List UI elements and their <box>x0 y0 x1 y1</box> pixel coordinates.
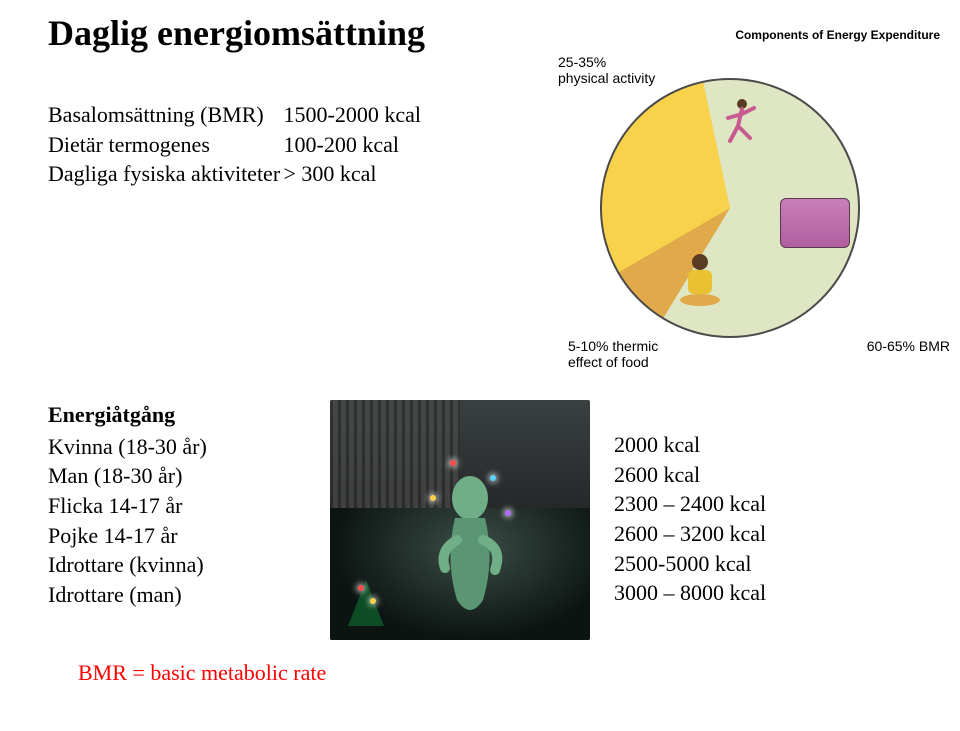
energy-section: Energiåtgång Kvinna (18-30 år) Man (18-3… <box>48 400 268 610</box>
energy-value: 2600 – 3200 kcal <box>614 519 766 549</box>
sparkle-icon <box>430 495 436 501</box>
seated-figure-icon <box>425 470 515 620</box>
pie-label-bmr: 60-65% BMR <box>867 338 950 354</box>
bmr-value: 100-200 kcal <box>284 130 454 160</box>
pie-label-thermic: 5-10% thermiceffect of food <box>568 338 658 370</box>
energy-label: Man (18-30 år) <box>48 461 268 491</box>
bmr-label: Basalomsättning (BMR) <box>48 100 278 130</box>
sparkle-icon <box>490 475 496 481</box>
energy-label: Idrottare (man) <box>48 580 268 610</box>
bmr-label: Dagliga fysiska aktiviteter <box>48 159 278 189</box>
energy-value: 3000 – 8000 kcal <box>614 578 766 608</box>
runner-icon <box>720 96 760 156</box>
energy-row: Flicka 14-17 år <box>48 491 268 521</box>
sofa-icon <box>780 198 850 248</box>
sparkle-icon <box>505 510 511 516</box>
energy-label: Flicka 14-17 år <box>48 491 268 521</box>
energy-label: Idrottare (kvinna) <box>48 550 268 580</box>
energy-row: Idrottare (kvinna) <box>48 550 268 580</box>
sparkle-icon <box>450 460 456 466</box>
energy-row: Man (18-30 år) <box>48 461 268 491</box>
bmr-value: 1500-2000 kcal <box>284 100 454 130</box>
bmr-row: Basalomsättning (BMR) 1500-2000 kcal <box>48 100 454 130</box>
energy-row: Kvinna (18-30 år) <box>48 432 268 462</box>
bmr-table: Basalomsättning (BMR) 1500-2000 kcal Die… <box>48 100 454 189</box>
bmr-value: > 300 kcal <box>284 159 454 189</box>
sparkle-icon <box>370 598 376 604</box>
eating-icon <box>670 248 730 308</box>
energy-heading: Energiåtgång <box>48 400 268 430</box>
bmr-footnote: BMR = basic metabolic rate <box>78 660 326 686</box>
sparkle-icon <box>358 585 364 591</box>
bmr-row: Dietär termogenes 100-200 kcal <box>48 130 454 160</box>
energy-values-column: 2000 kcal 2600 kcal 2300 – 2400 kcal 260… <box>614 430 766 608</box>
page-title: Daglig energiomsättning <box>48 12 425 54</box>
bmr-label: Dietär termogenes <box>48 130 278 160</box>
energy-row: Idrottare (man) <box>48 580 268 610</box>
forest-figure-artwork <box>330 400 590 640</box>
energy-expenditure-pie: Components of Energy Expenditure 25-35%p… <box>530 28 940 368</box>
energy-label: Kvinna (18-30 år) <box>48 432 268 462</box>
pie-label-activity: 25-35%physical activity <box>558 54 655 86</box>
energy-row: Pojke 14-17 år <box>48 521 268 551</box>
energy-label: Pojke 14-17 år <box>48 521 268 551</box>
energy-value: 2300 – 2400 kcal <box>614 489 766 519</box>
energy-value: 2500-5000 kcal <box>614 549 766 579</box>
bmr-row: Dagliga fysiska aktiviteter > 300 kcal <box>48 159 454 189</box>
energy-value: 2000 kcal <box>614 430 766 460</box>
pie-caption: Components of Energy Expenditure <box>735 28 940 42</box>
energy-value: 2600 kcal <box>614 460 766 490</box>
christmas-tree-icon <box>348 580 384 626</box>
